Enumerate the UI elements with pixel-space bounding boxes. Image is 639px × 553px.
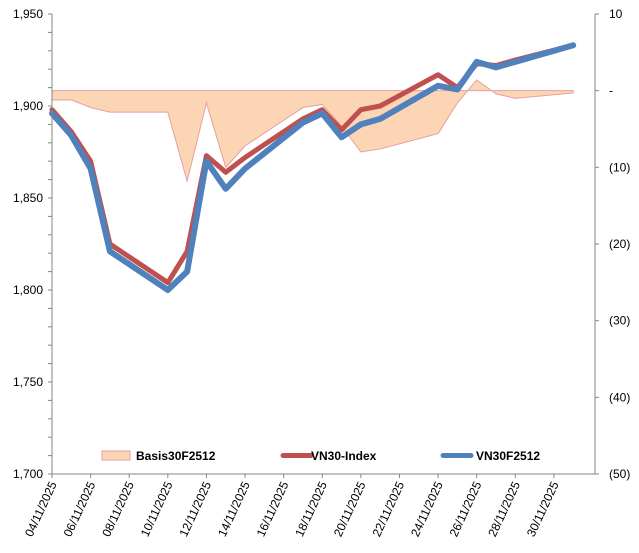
x-tick-label: 08/11/2025 — [99, 479, 137, 539]
x-tick-label: 10/11/2025 — [138, 479, 176, 539]
plot-area — [49, 42, 577, 293]
x-tick-label: 06/11/2025 — [61, 479, 99, 539]
series-area-basis — [51, 79, 574, 184]
x-tick-label: 16/11/2025 — [254, 479, 292, 539]
x-axis-ticks: 04/11/2025 06/11/2025 08/11/2025 10/11/2025… — [22, 474, 562, 539]
x-tick-label: 12/11/2025 — [176, 479, 214, 539]
x-tick-label: 28/11/2025 — [485, 479, 523, 539]
left-tick-label: 1,850 — [13, 191, 43, 205]
x-tick-label: 22/11/2025 — [369, 479, 407, 539]
right-tick-label: (40) — [609, 390, 630, 404]
left-tick-label: 1,950 — [13, 7, 43, 21]
right-tick-label: (30) — [609, 314, 630, 328]
right-tick-label: (20) — [609, 237, 630, 251]
legend-swatch-basis — [101, 450, 131, 461]
series-line-vn30f2512 — [49, 42, 577, 293]
left-axis-ticks: 1,700 1,750 1,800 1,850 1,900 1,950 — [13, 7, 52, 481]
x-tick-label: 20/11/2025 — [331, 479, 369, 539]
left-tick-label: 1,800 — [13, 283, 43, 297]
right-tick-label: (50) — [609, 467, 630, 481]
left-tick-label: 1,700 — [13, 467, 43, 481]
right-tick-label: - — [609, 84, 613, 98]
x-tick-label: 04/11/2025 — [22, 479, 60, 539]
x-tick-label: 26/11/2025 — [447, 479, 485, 539]
right-tick-label: (10) — [609, 160, 630, 174]
x-tick-label: 14/11/2025 — [215, 479, 253, 539]
x-tick-label: 30/11/2025 — [524, 479, 562, 539]
series-line-vn30-index — [49, 42, 576, 286]
legend-label-vn30-index: VN30-Index — [311, 449, 377, 463]
x-tick-label: 18/11/2025 — [292, 479, 330, 539]
left-tick-label: 1,900 — [13, 99, 43, 113]
left-tick-label: 1,750 — [13, 375, 43, 389]
right-axis-ticks: (50) (40) (30) (20) (10) - 10 — [595, 7, 630, 481]
legend-label-vn30f2512: VN30F2512 — [476, 449, 540, 463]
x-tick-label: 24/11/2025 — [408, 479, 446, 539]
legend: Basis30F2512 VN30-Index VN30F2512 — [101, 449, 540, 463]
legend-label-basis: Basis30F2512 — [136, 449, 216, 463]
right-tick-label: 10 — [609, 7, 623, 21]
